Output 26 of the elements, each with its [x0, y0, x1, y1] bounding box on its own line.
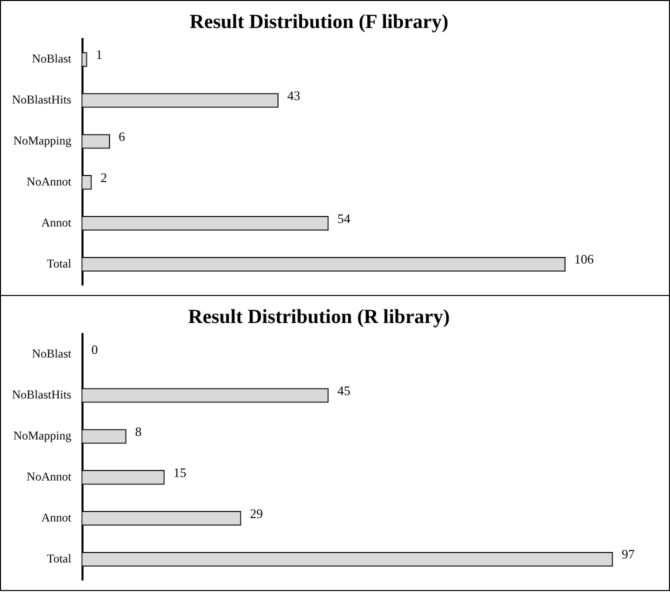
data-label: 29	[250, 506, 263, 521]
data-label: 8	[135, 424, 142, 439]
data-label: 43	[287, 88, 300, 103]
y-tick-label: NoBlast	[32, 52, 72, 66]
y-tick-label: Annot	[41, 510, 72, 525]
y-tick-label: NoBlastHits	[12, 92, 72, 107]
data-label: 54	[337, 210, 351, 226]
y-tick-label: Total	[46, 551, 72, 566]
data-label: 2	[100, 170, 107, 185]
data-label: 97	[622, 546, 636, 562]
data-label: 6	[118, 128, 126, 144]
data-label: 106	[574, 252, 594, 267]
chart-title: Result Distribution (R library)	[188, 306, 450, 328]
y-tick-label: NoMapping	[13, 428, 72, 443]
chart-title: Result Distribution (F library)	[190, 11, 448, 34]
y-tick-label: Total	[46, 256, 72, 270]
y-tick-label: Annot	[41, 216, 72, 230]
data-label: 1	[96, 46, 102, 62]
y-tick-label: NoMapping	[13, 134, 72, 148]
y-tick-label: NoAnnot	[26, 470, 72, 484]
y-tick-label: NoAnnot	[26, 174, 72, 189]
data-label: 15	[173, 464, 186, 480]
y-tick-label: NoBlastHits	[12, 388, 72, 402]
data-label: 45	[337, 382, 350, 398]
y-tick-label: NoBlast	[32, 346, 72, 361]
data-label: 0	[91, 342, 98, 357]
